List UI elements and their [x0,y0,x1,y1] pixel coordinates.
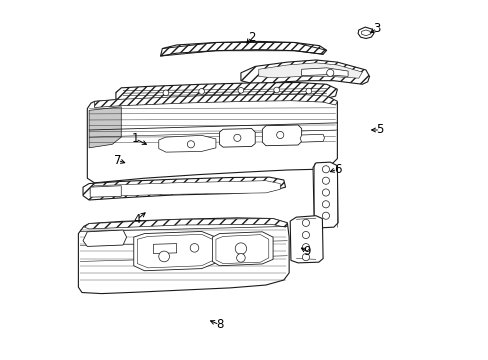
Polygon shape [84,219,287,229]
Text: 5: 5 [376,123,383,136]
Circle shape [302,231,309,239]
Polygon shape [137,234,212,268]
Polygon shape [160,41,326,56]
Polygon shape [258,63,362,78]
Polygon shape [116,82,337,103]
Circle shape [305,88,311,94]
Circle shape [236,253,244,262]
Polygon shape [219,129,255,147]
Polygon shape [301,68,347,76]
Polygon shape [94,94,337,108]
Circle shape [163,90,168,96]
Circle shape [235,243,246,254]
Polygon shape [357,27,373,39]
Circle shape [322,177,329,184]
Circle shape [190,244,198,252]
Circle shape [159,251,169,262]
Polygon shape [153,244,176,253]
Circle shape [276,131,283,139]
Circle shape [322,201,329,208]
Polygon shape [361,30,369,36]
Circle shape [238,87,244,93]
Polygon shape [159,135,216,152]
Text: 3: 3 [372,22,380,35]
Polygon shape [262,125,301,146]
Circle shape [302,253,309,261]
Text: 9: 9 [303,245,310,258]
Polygon shape [216,235,268,264]
Polygon shape [290,216,323,263]
Text: 2: 2 [247,31,255,44]
Text: 6: 6 [333,163,341,176]
Polygon shape [90,186,121,197]
Text: 1: 1 [132,132,139,145]
Text: 4: 4 [133,213,141,226]
Text: 8: 8 [215,318,223,331]
Polygon shape [90,181,280,197]
Text: 7: 7 [114,154,121,167]
Circle shape [302,219,309,226]
Circle shape [302,244,309,251]
Polygon shape [212,232,272,266]
Polygon shape [78,218,288,294]
Circle shape [233,134,241,141]
Circle shape [322,212,329,219]
Polygon shape [83,177,285,200]
Polygon shape [241,60,369,84]
Polygon shape [89,107,121,148]
Circle shape [322,189,329,196]
Polygon shape [300,134,324,142]
Circle shape [198,89,204,94]
Circle shape [326,69,333,76]
Polygon shape [312,162,337,228]
Circle shape [322,166,329,173]
Polygon shape [134,231,216,271]
Circle shape [187,141,194,148]
Polygon shape [83,230,126,247]
Polygon shape [87,94,337,183]
Circle shape [273,87,279,93]
